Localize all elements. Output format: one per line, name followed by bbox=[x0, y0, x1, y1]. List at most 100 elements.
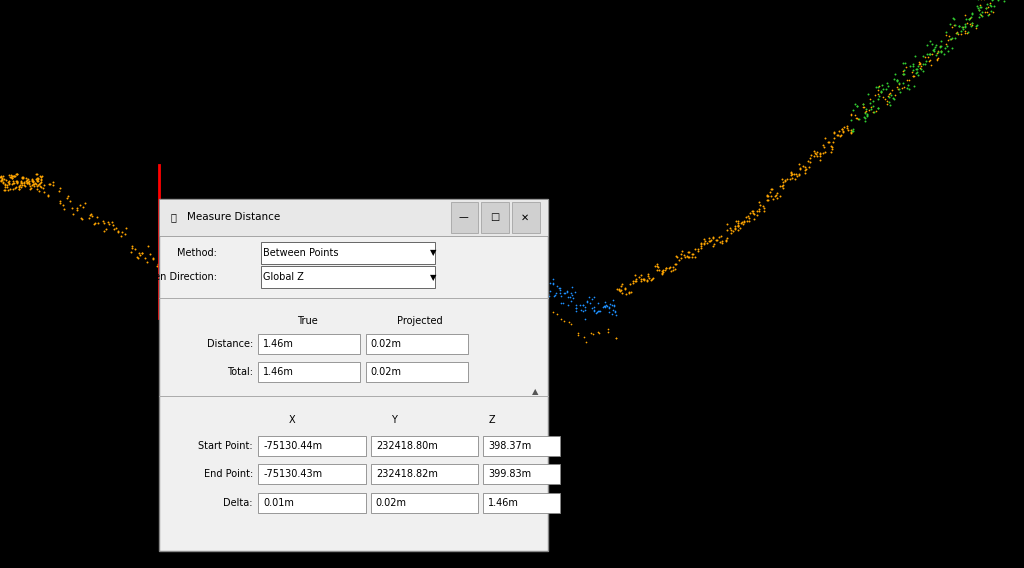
Bar bbox=[371, 492, 478, 512]
Point bbox=[89, 213, 105, 222]
Point bbox=[628, 277, 644, 286]
Point bbox=[287, 310, 303, 319]
Point bbox=[797, 168, 813, 177]
Point bbox=[657, 263, 674, 272]
Text: Between Points: Between Points bbox=[263, 248, 339, 258]
Point bbox=[144, 254, 161, 263]
Point bbox=[468, 297, 484, 306]
Point bbox=[912, 61, 929, 70]
Point bbox=[943, 35, 959, 44]
Point bbox=[0, 176, 9, 185]
Point bbox=[0, 176, 7, 185]
Point bbox=[129, 253, 145, 262]
Point bbox=[927, 44, 943, 53]
Text: ▼: ▼ bbox=[430, 273, 436, 282]
Point bbox=[901, 84, 918, 93]
Point bbox=[586, 293, 602, 302]
Point bbox=[745, 214, 762, 223]
Point bbox=[58, 194, 75, 203]
Point bbox=[964, 19, 980, 28]
Point bbox=[855, 99, 871, 108]
Point bbox=[870, 92, 887, 101]
Point bbox=[962, 14, 978, 23]
Point bbox=[896, 70, 912, 79]
Point bbox=[859, 111, 876, 120]
Point bbox=[212, 264, 228, 273]
Point bbox=[647, 261, 664, 270]
Point bbox=[889, 83, 905, 92]
Point bbox=[239, 278, 255, 287]
Point bbox=[872, 87, 889, 97]
Point bbox=[0, 176, 10, 185]
Point bbox=[791, 169, 807, 178]
Point bbox=[600, 302, 616, 311]
Point bbox=[921, 56, 937, 65]
Point bbox=[459, 295, 475, 304]
Point bbox=[863, 104, 880, 113]
Text: End Point:: End Point: bbox=[204, 469, 253, 479]
Point bbox=[596, 302, 612, 311]
Point bbox=[261, 295, 278, 304]
Point bbox=[928, 41, 944, 50]
Point bbox=[15, 177, 32, 186]
Point bbox=[552, 284, 568, 293]
Point bbox=[494, 285, 510, 294]
Point bbox=[974, 8, 990, 17]
Point bbox=[216, 268, 232, 277]
Point bbox=[744, 207, 761, 216]
Point bbox=[177, 273, 194, 282]
Bar bbox=[258, 362, 360, 382]
Point bbox=[537, 276, 553, 285]
Point bbox=[964, 19, 980, 28]
Point bbox=[424, 295, 440, 304]
Point bbox=[33, 174, 49, 183]
Point bbox=[572, 300, 589, 310]
Point bbox=[369, 285, 385, 294]
Point bbox=[736, 218, 753, 227]
Point bbox=[607, 333, 624, 343]
Point bbox=[910, 57, 927, 66]
Point bbox=[835, 127, 851, 136]
Point bbox=[910, 62, 927, 71]
Point bbox=[777, 176, 794, 185]
Point bbox=[337, 261, 353, 270]
Point bbox=[802, 154, 818, 163]
Point bbox=[477, 275, 494, 284]
Point bbox=[727, 224, 743, 233]
Point bbox=[473, 282, 489, 291]
Text: 0.02m: 0.02m bbox=[371, 367, 401, 377]
Point bbox=[831, 131, 848, 140]
Point bbox=[324, 257, 340, 266]
Point bbox=[154, 265, 170, 274]
Point bbox=[860, 106, 877, 115]
Point bbox=[8, 177, 25, 186]
Point bbox=[933, 47, 949, 56]
Point bbox=[809, 148, 825, 157]
Point bbox=[788, 170, 805, 179]
Point bbox=[374, 260, 390, 269]
Point bbox=[970, 0, 986, 3]
Point bbox=[922, 55, 938, 64]
Point bbox=[268, 297, 285, 306]
Point bbox=[820, 137, 837, 146]
Point bbox=[516, 269, 532, 278]
Point bbox=[779, 175, 796, 184]
Point bbox=[803, 151, 819, 160]
Point bbox=[95, 218, 112, 227]
Point bbox=[361, 291, 378, 300]
Point bbox=[264, 285, 281, 294]
Point bbox=[730, 216, 746, 225]
Point bbox=[503, 283, 519, 293]
Point bbox=[11, 182, 28, 191]
Point bbox=[973, 0, 989, 4]
Point bbox=[957, 22, 974, 31]
Point bbox=[338, 253, 354, 262]
Point bbox=[15, 179, 32, 188]
Point bbox=[131, 248, 147, 257]
Point bbox=[13, 178, 30, 187]
Point bbox=[948, 28, 965, 37]
Point bbox=[174, 267, 190, 276]
Point bbox=[321, 269, 337, 278]
Point bbox=[891, 78, 907, 87]
Point bbox=[296, 285, 312, 294]
